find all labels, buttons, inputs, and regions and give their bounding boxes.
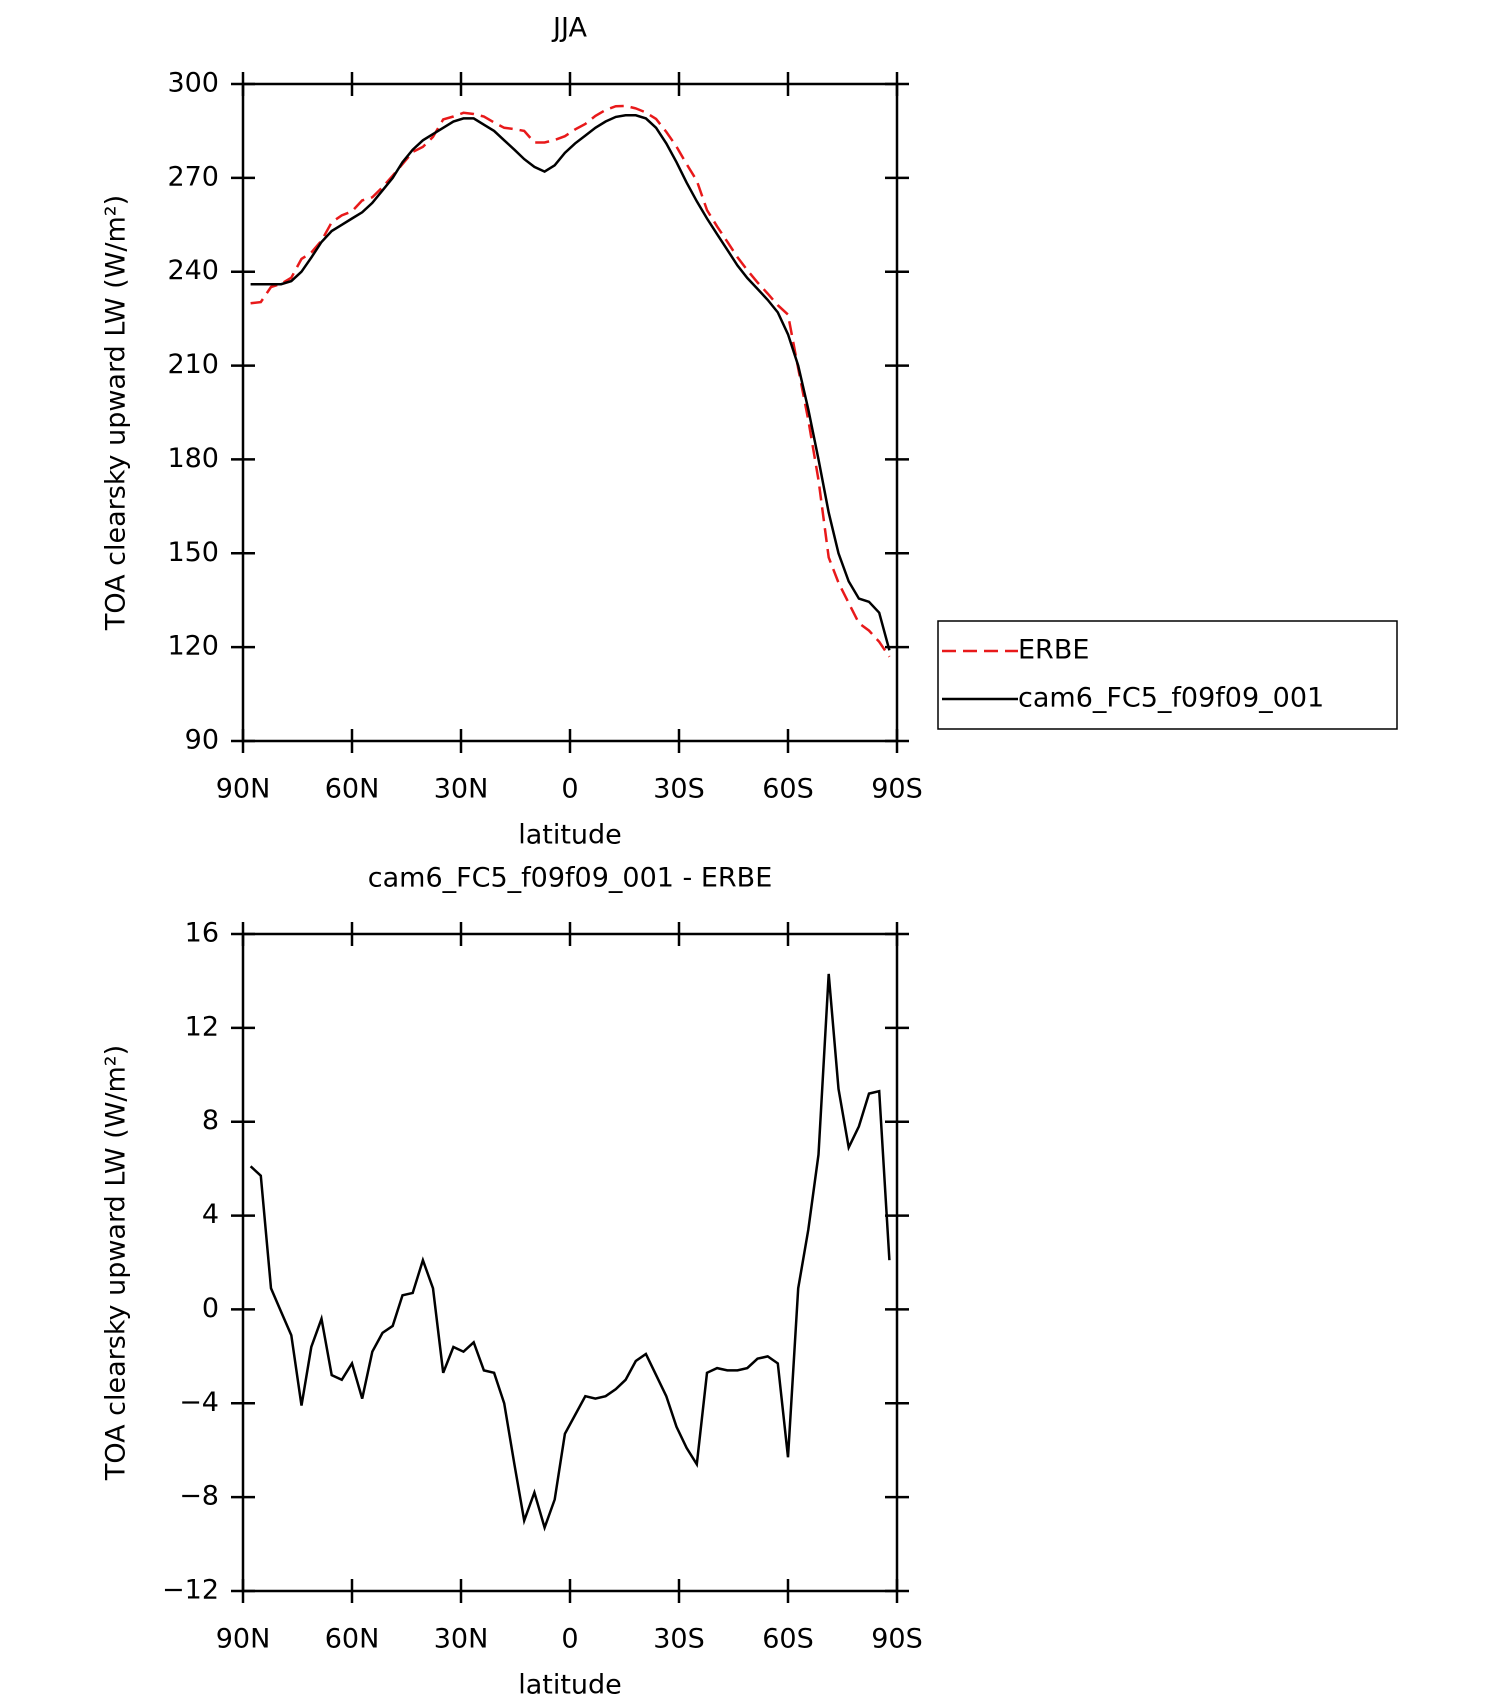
- x-tick-label: 30S: [653, 1624, 705, 1655]
- x-tick-label: 90S: [871, 1624, 923, 1655]
- y-axis-label: TOA clearsky upward LW (W/m²): [101, 195, 132, 631]
- plot-frame: [241, 82, 899, 743]
- x-tick-label: 0: [561, 1624, 578, 1655]
- y-tick-label: −4: [179, 1387, 219, 1418]
- y-tick-label: 8: [202, 1105, 219, 1136]
- x-axis-label: latitude: [518, 820, 622, 851]
- y-tick-label: 4: [202, 1199, 219, 1230]
- y-tick-label: 150: [167, 537, 219, 568]
- plot-frame: [241, 932, 899, 1593]
- y-tick-label: 300: [167, 68, 219, 99]
- x-tick-label: 60S: [762, 1624, 814, 1655]
- y-tick-label: 16: [185, 918, 219, 949]
- x-tick-label: 90S: [871, 774, 923, 805]
- x-tick-label: 90N: [216, 774, 271, 805]
- data-line: [250, 114, 891, 651]
- y-tick-label: 180: [167, 443, 219, 474]
- x-tick-label: 30N: [434, 1624, 489, 1655]
- y-tick-label: 210: [167, 349, 219, 380]
- x-tick-label: 30S: [653, 774, 705, 805]
- y-tick-label: −12: [162, 1575, 219, 1606]
- chart-panel: JJA 90N 60N 30N 0 30S 60S 90S 90 120 150 180 210 240 2…: [101, 13, 1398, 851]
- y-tick-label: 12: [185, 1011, 219, 1042]
- y-tick-label: 90: [185, 725, 219, 756]
- legend-label: cam6_FC5_f09f09_001: [1018, 683, 1324, 714]
- legend: ERBE cam6_FC5_f09f09_001: [937, 620, 1398, 730]
- y-tick-label: 120: [167, 631, 219, 662]
- chart-title: JJA: [551, 13, 587, 44]
- x-tick-label: 60N: [325, 774, 380, 805]
- y-tick-label: −8: [179, 1481, 219, 1512]
- x-tick-label: 60S: [762, 774, 814, 805]
- chart-title: cam6_FC5_f09f09_001 - ERBE: [368, 863, 773, 894]
- legend-label: ERBE: [1018, 635, 1089, 666]
- y-tick-label: 270: [167, 161, 219, 192]
- chart-panel: cam6_FC5_f09f09_001 - ERBE 90N 60N 30N 0 30S 6…: [101, 863, 923, 1701]
- y-tick-label: 240: [167, 255, 219, 286]
- x-tick-label: 60N: [325, 1624, 380, 1655]
- data-line: [250, 104, 891, 658]
- legend-box: [937, 620, 1398, 730]
- x-tick-label: 30N: [434, 774, 489, 805]
- x-axis-label: latitude: [518, 1670, 622, 1701]
- y-tick-label: 0: [202, 1293, 219, 1324]
- data-line: [249, 973, 891, 1532]
- x-tick-label: 0: [561, 774, 578, 805]
- y-axis-label: TOA clearsky upward LW (W/m²): [101, 1045, 132, 1481]
- x-tick-label: 90N: [216, 1624, 271, 1655]
